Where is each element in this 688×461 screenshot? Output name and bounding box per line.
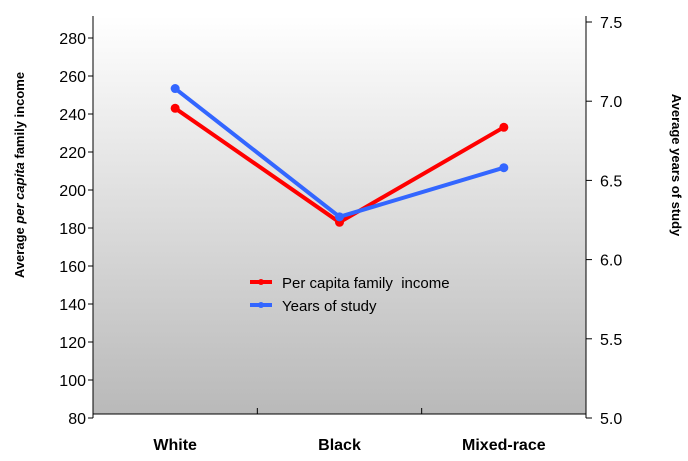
series-1-point [499,163,509,173]
left-tick-label: 280 [59,31,86,48]
legend-marker-income [258,279,264,285]
series-group [170,84,509,227]
x-category-label: Black [318,437,361,454]
x-category-label: Mixed-race [462,437,546,454]
left-tick-label: 160 [59,259,86,276]
left-tick-label: 100 [59,373,86,390]
right-tick-label: 5.0 [600,411,622,428]
legend-label-study: Years of study [282,298,377,315]
right-tick-label: 7.0 [600,94,622,111]
right-axis-ticks: 5.0 5.5 6.0 6.5 7.0 7.5 [586,15,622,428]
right-tick-label: 7.5 [600,15,622,32]
left-tick-label: 260 [59,69,86,86]
series-0-point [170,103,180,113]
x-category-label: White [153,437,197,454]
series-1-point [170,84,180,94]
left-axis-ticks: 80 100 120 140 160 180 200 220 240 260 280 [59,31,93,428]
left-tick-label: 220 [59,145,86,162]
series-0-point [499,122,509,132]
left-tick-label: 120 [59,335,86,352]
right-tick-label: 6.5 [600,173,622,190]
left-tick-label: 200 [59,183,86,200]
left-tick-label: 80 [68,411,86,428]
left-tick-label: 140 [59,297,86,314]
left-tick-label: 180 [59,221,86,238]
x-axis-ticks: White Black Mixed-race [153,408,546,454]
right-tick-label: 5.5 [600,332,622,349]
series-1-point [335,212,344,222]
legend-marker-study [258,302,264,308]
left-tick-label: 240 [59,107,86,124]
right-axis-title: Average years of study [669,94,684,237]
legend-label-income: Per capita family income [282,275,450,292]
legend: Per capita family income Years of study [250,275,450,315]
right-tick-label: 6.0 [600,253,622,270]
left-axis-title: Average per capita family income [12,72,27,278]
